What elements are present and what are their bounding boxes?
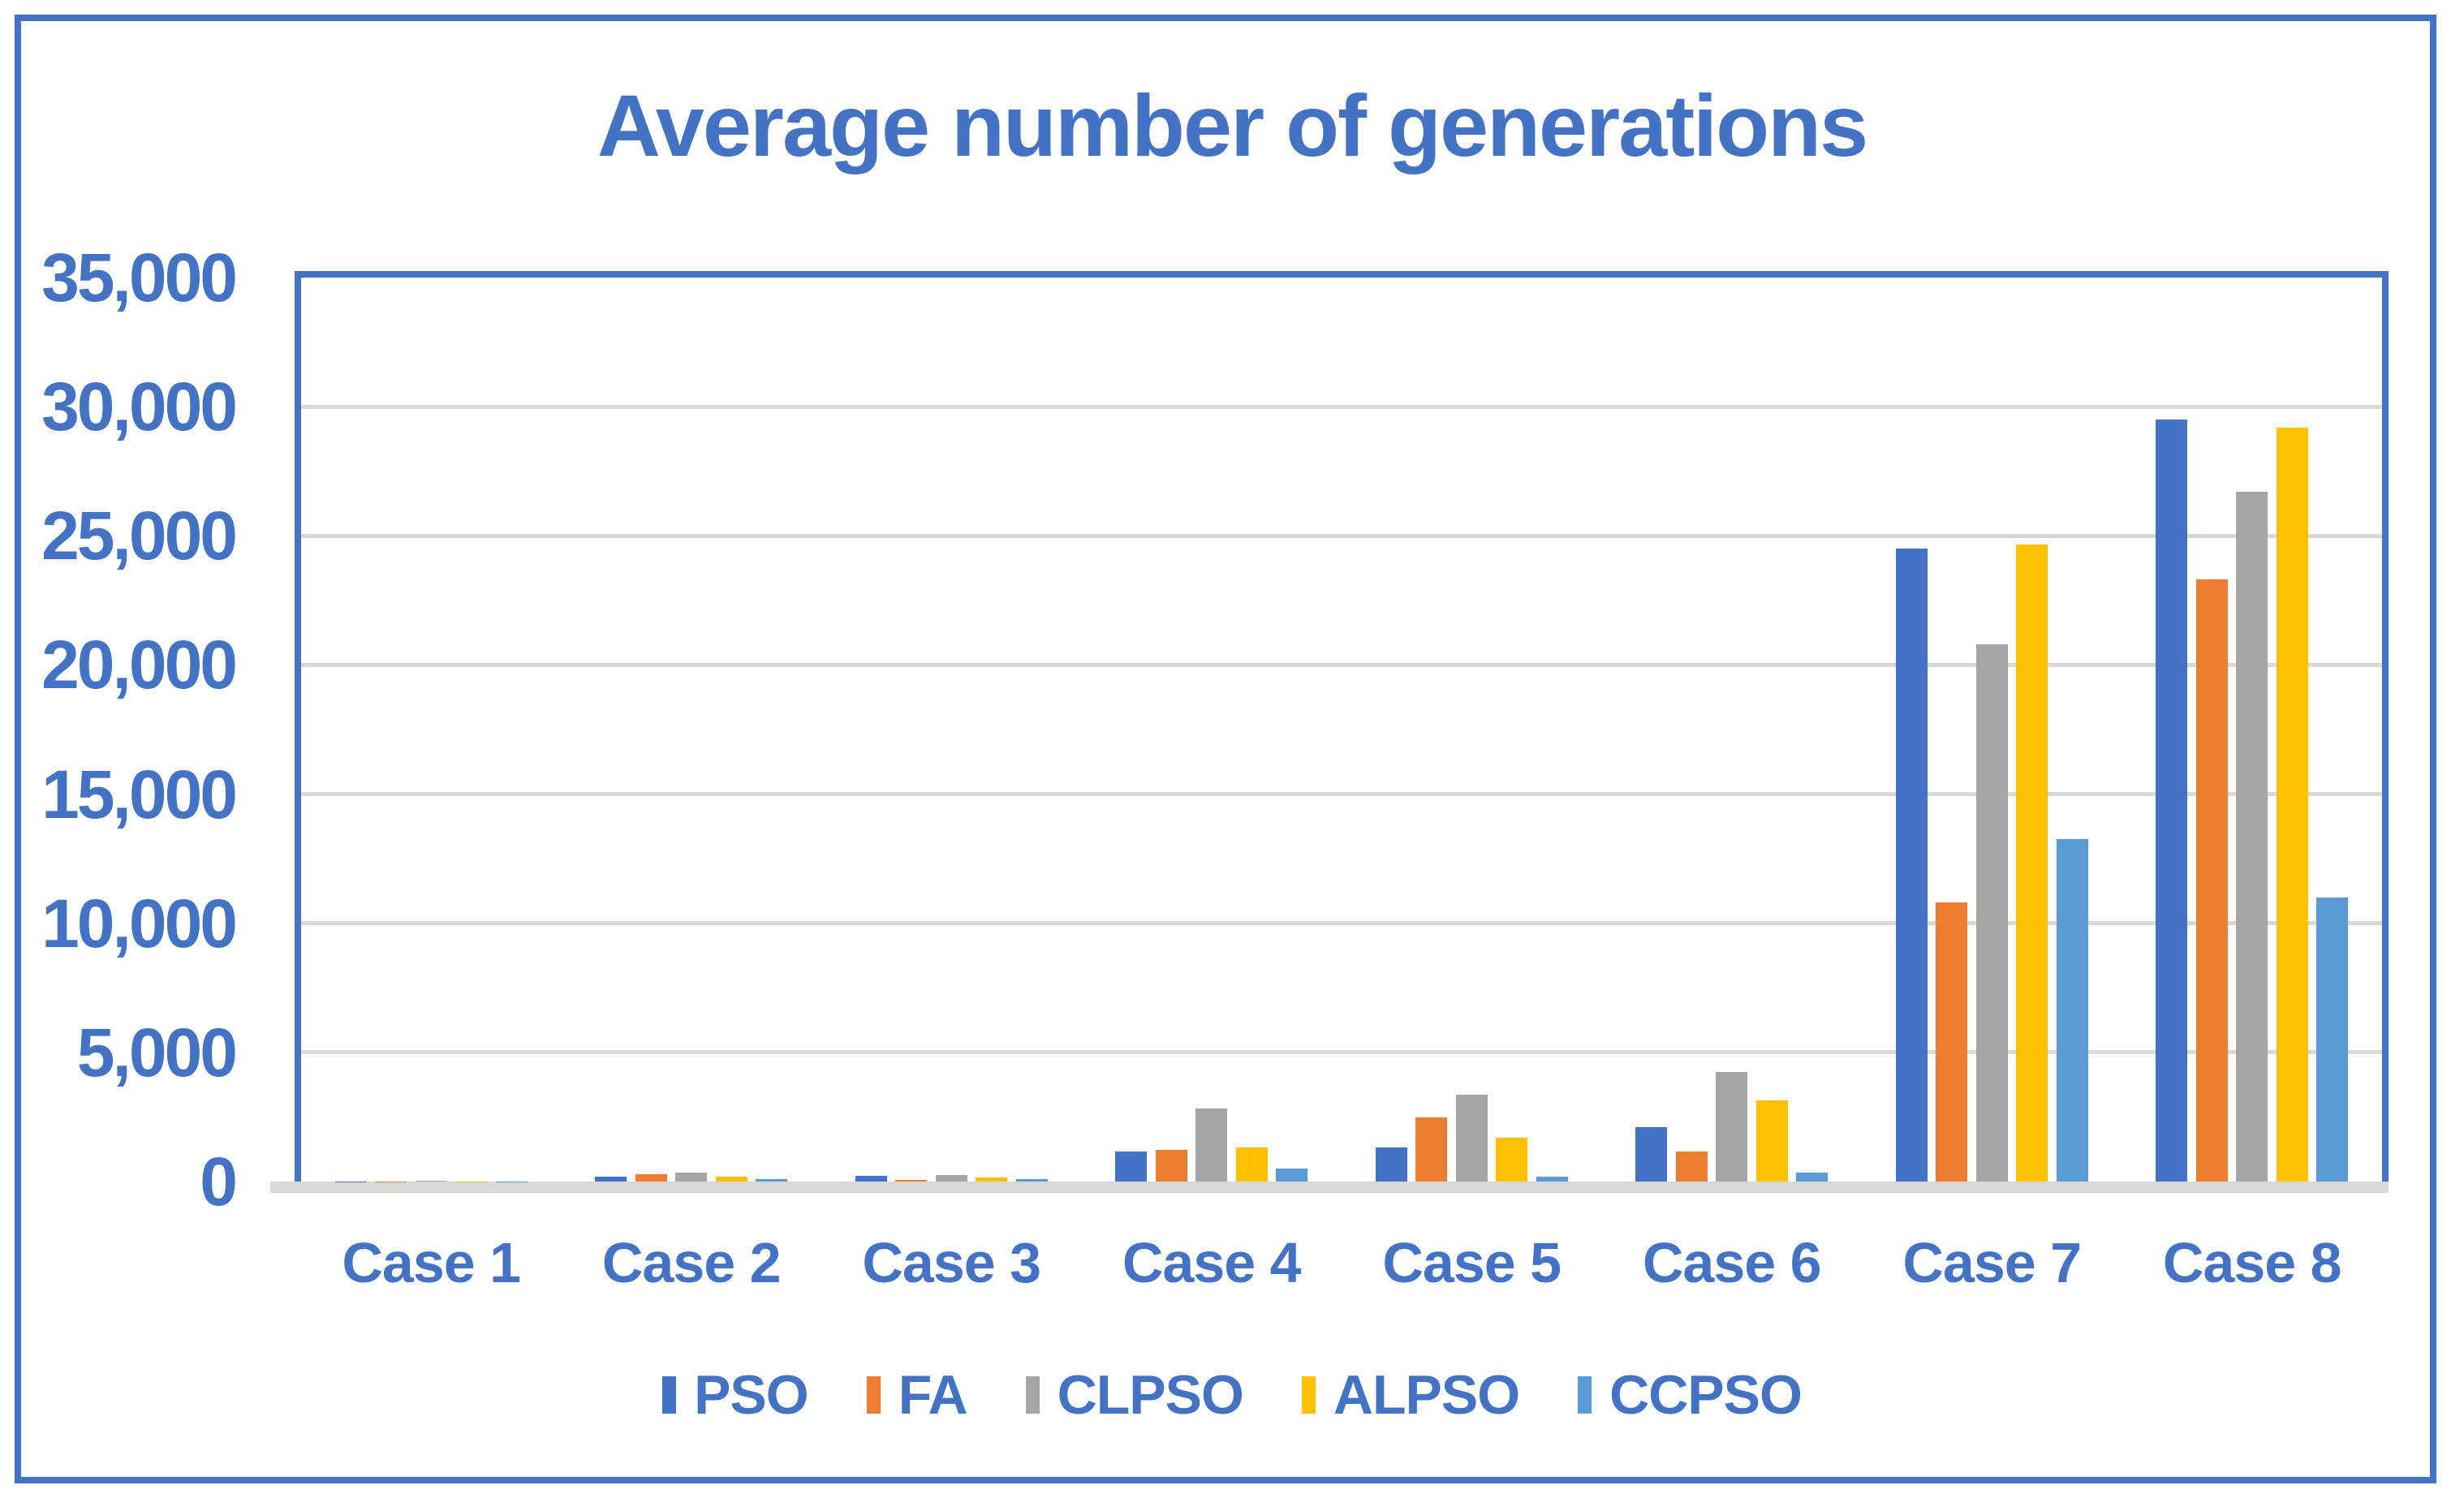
legend-item-clpso: CLPSO xyxy=(1025,1363,1244,1427)
bar-fa-3 xyxy=(895,1180,928,1182)
gridline xyxy=(301,1050,2382,1055)
bar-alpso-5 xyxy=(1496,1138,1528,1182)
bar-ccpso-7 xyxy=(2056,839,2088,1182)
bar-pso-3 xyxy=(855,1176,887,1182)
bar-pso-4 xyxy=(1115,1152,1148,1182)
bar-clpso-6 xyxy=(1716,1071,1748,1182)
y-axis-tick-label: 30,000 xyxy=(41,368,238,446)
y-axis-tick-label: 0 xyxy=(200,1143,238,1220)
x-axis-category-label: Case 6 xyxy=(1642,1231,1822,1294)
legend-label: CLPSO xyxy=(1057,1364,1244,1426)
y-axis-tick-label: 10,000 xyxy=(41,885,238,962)
x-axis-category-label: Case 3 xyxy=(862,1231,1041,1294)
bar-clpso-4 xyxy=(1195,1108,1228,1182)
y-axis-tick-label: 35,000 xyxy=(41,239,238,316)
gridline xyxy=(301,662,2382,667)
x-axis-baseline xyxy=(270,1182,2389,1193)
bar-pso-7 xyxy=(1895,549,1928,1182)
y-axis-line xyxy=(295,271,301,1182)
bar-pso-2 xyxy=(595,1177,627,1182)
legend-swatch-icon xyxy=(1025,1376,1040,1414)
bar-ccpso-2 xyxy=(756,1178,788,1182)
bar-fa-5 xyxy=(1415,1117,1448,1182)
y-axis-tick-label: 25,000 xyxy=(41,497,238,575)
bar-clpso-5 xyxy=(1455,1095,1488,1182)
bar-alpso-4 xyxy=(1235,1147,1268,1182)
plot-border-top xyxy=(295,271,2389,278)
bar-alpso-8 xyxy=(2276,427,2308,1182)
bar-alpso-2 xyxy=(715,1176,747,1182)
bar-clpso-8 xyxy=(2236,492,2268,1182)
bar-ccpso-4 xyxy=(1276,1169,1308,1182)
bar-fa-7 xyxy=(1936,902,1968,1182)
bar-alpso-7 xyxy=(2016,545,2048,1182)
bar-clpso-3 xyxy=(935,1175,967,1182)
bar-alpso-3 xyxy=(976,1177,1008,1182)
bar-fa-8 xyxy=(2195,579,2228,1182)
legend-swatch-icon xyxy=(1578,1376,1592,1414)
bar-ccpso-6 xyxy=(1796,1172,1829,1182)
gridline xyxy=(301,921,2382,926)
bar-ccpso-5 xyxy=(1536,1176,1568,1182)
legend-item-alpso: ALPSO xyxy=(1301,1363,1520,1427)
gridline xyxy=(301,792,2382,797)
bar-pso-8 xyxy=(2156,420,2188,1182)
legend-swatch-icon xyxy=(866,1376,881,1414)
y-axis-tick-label: 5,000 xyxy=(76,1014,238,1091)
legend-item-ccpso: CCPSO xyxy=(1578,1363,1803,1427)
legend-swatch-icon xyxy=(662,1376,677,1414)
bar-ccpso-8 xyxy=(2316,897,2349,1182)
legend-item-fa: FA xyxy=(866,1363,968,1427)
x-axis-category-label: Case 2 xyxy=(601,1231,782,1294)
x-axis-category-label: Case 4 xyxy=(1122,1231,1302,1294)
bar-clpso-2 xyxy=(675,1173,708,1182)
x-axis-category-label: Case 5 xyxy=(1382,1231,1562,1294)
bar-ccpso-3 xyxy=(1015,1178,1048,1182)
legend-label: FA xyxy=(898,1364,968,1426)
x-axis-category-label: Case 1 xyxy=(342,1231,521,1294)
bar-fa-4 xyxy=(1155,1150,1187,1182)
y-axis-tick-label: 20,000 xyxy=(41,626,238,704)
chart-legend: PSO FA CLPSO ALPSO CCPSO xyxy=(0,1363,2464,1427)
bar-pso-5 xyxy=(1375,1147,1407,1182)
bar-fa-2 xyxy=(635,1173,667,1182)
legend-label: PSO xyxy=(694,1364,809,1426)
x-axis-category-label: Case 8 xyxy=(2162,1231,2342,1294)
legend-swatch-icon xyxy=(1301,1376,1316,1414)
chart-title: Average number of generations xyxy=(597,76,1868,174)
bar-clpso-7 xyxy=(1975,644,2008,1182)
bar-clpso-1 xyxy=(415,1181,447,1182)
legend-label: ALPSO xyxy=(1333,1364,1520,1426)
gridline xyxy=(301,533,2382,538)
y-axis-tick-label: 15,000 xyxy=(41,756,238,833)
bar-alpso-6 xyxy=(1755,1100,1788,1182)
bar-pso-6 xyxy=(1635,1127,1668,1182)
x-axis-category-label: Case 7 xyxy=(1902,1231,2082,1294)
legend-label: CCPSO xyxy=(1609,1364,1803,1426)
plot-border-right xyxy=(2382,271,2389,1182)
gridline xyxy=(301,404,2382,409)
legend-item-pso: PSO xyxy=(662,1363,809,1427)
bar-fa-6 xyxy=(1675,1152,1708,1182)
plot-area xyxy=(270,271,2389,1193)
